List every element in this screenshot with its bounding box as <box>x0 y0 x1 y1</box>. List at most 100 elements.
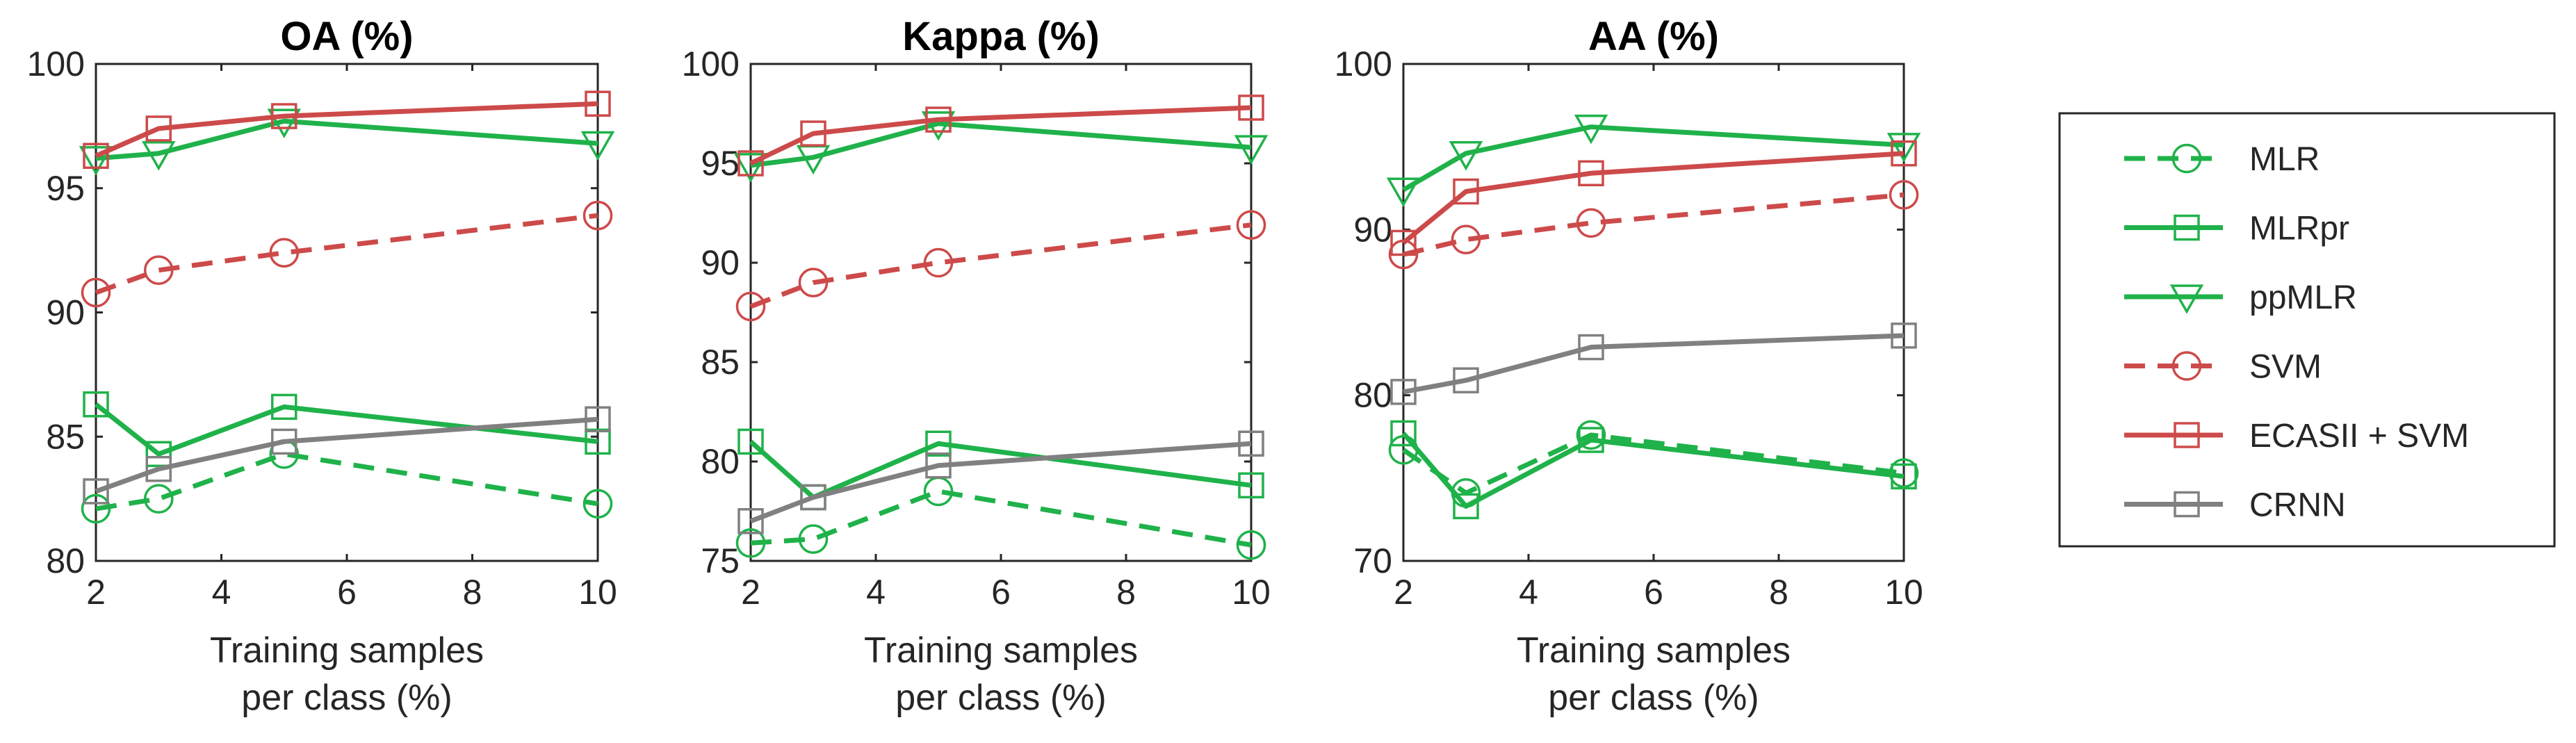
series-line <box>95 416 598 494</box>
data-point <box>267 108 302 139</box>
data-point <box>1574 114 1608 145</box>
data-point <box>1238 430 1264 457</box>
series-line <box>1401 151 1905 245</box>
legend-item-mlr: MLR <box>2124 141 2320 178</box>
legend-item-crnn: CRNN <box>2124 487 2346 524</box>
series-ecasii-svm <box>1390 140 1917 256</box>
legend-marker <box>2169 284 2204 314</box>
y-tick-label: 70 <box>1353 541 1392 580</box>
data-point <box>798 524 829 554</box>
legend-box <box>2058 112 2556 548</box>
y-tick-label: 85 <box>701 343 740 382</box>
data-point <box>1449 141 1483 171</box>
series-svm <box>735 210 1266 322</box>
x-tick-label: 8 <box>1769 573 1788 612</box>
legend-label: MLR <box>2249 141 2320 178</box>
data-point <box>79 146 113 176</box>
x-tick-label: 8 <box>1116 573 1136 612</box>
data-point <box>1453 178 1479 205</box>
legend-marker <box>2174 491 2200 518</box>
y-tick-label: 90 <box>1353 210 1392 249</box>
series-mlrpr <box>83 391 611 468</box>
x-axis-label: Training samples per class (%) <box>210 630 484 718</box>
data-point <box>1889 179 1919 210</box>
legend-label: CRNN <box>2249 487 2346 524</box>
series-line <box>1401 432 1905 509</box>
chart-title: AA (%) <box>1588 14 1719 59</box>
y-tick-label: 95 <box>46 169 85 208</box>
data-point <box>737 428 764 455</box>
data-point <box>1236 530 1266 560</box>
series-line <box>1403 333 1905 395</box>
data-point <box>1886 133 1921 163</box>
x-tick-label: 10 <box>1884 573 1923 612</box>
x-tick-label: 10 <box>1232 573 1271 612</box>
x-tick-label: 10 <box>578 573 617 612</box>
data-point <box>800 120 826 147</box>
y-tick-label: 90 <box>701 243 740 282</box>
legend-label: MLRpr <box>2249 211 2349 247</box>
series-line <box>749 105 1252 166</box>
data-point <box>271 393 297 421</box>
data-point <box>921 111 956 141</box>
legend-item-svm: SVM <box>2124 349 2322 386</box>
data-point <box>925 430 952 457</box>
y-tick-label: 100 <box>1335 44 1392 83</box>
x-tick-label: 2 <box>86 573 106 612</box>
y-tick-label: 100 <box>27 44 85 83</box>
chart-title: OA (%) <box>280 14 413 59</box>
y-tick-label: 85 <box>46 417 85 456</box>
data-point <box>737 508 764 534</box>
series-mlrpr <box>1390 420 1917 520</box>
x-tick-label: 8 <box>463 573 482 612</box>
data-point <box>1891 322 1917 349</box>
chart-title: Kappa (%) <box>902 14 1100 59</box>
series-ppmlr <box>733 111 1269 183</box>
data-point <box>145 115 172 142</box>
series-line <box>750 121 1252 168</box>
y-tick-label: 80 <box>701 442 740 481</box>
x-tick-label: 6 <box>1644 573 1663 612</box>
legend-item-ecasii-svm: ECASII + SVM <box>2124 418 2469 455</box>
x-tick-label: 2 <box>1394 573 1413 612</box>
series-line <box>94 402 598 457</box>
data-point <box>143 255 174 286</box>
data-point <box>585 90 611 117</box>
legend-label: SVM <box>2249 349 2322 386</box>
data-point <box>145 441 172 468</box>
data-point <box>1891 140 1917 167</box>
data-point <box>269 238 300 268</box>
data-point <box>1891 463 1917 490</box>
legend-marker <box>2174 422 2200 448</box>
legend-marker <box>2174 214 2200 241</box>
series-ecasii-svm <box>83 90 611 170</box>
data-point <box>580 131 615 161</box>
series-line <box>749 222 1252 309</box>
series-line <box>1403 192 1905 257</box>
data-point <box>585 406 611 432</box>
data-point <box>1234 135 1269 165</box>
data-point <box>735 291 766 322</box>
legend-label: ECASII + SVM <box>2249 418 2469 455</box>
data-point <box>81 277 111 308</box>
legend-label: ppMLR <box>2249 279 2357 316</box>
series-line <box>749 439 1252 500</box>
data-point <box>800 484 826 511</box>
y-tick-label: 95 <box>701 144 740 183</box>
legend: MLR MLRpr ppMLR SVM ECASII + SVM CRNN <box>2058 112 2556 548</box>
chart-kappa: Kappa (%) 2 4 6 8 10 75 80 85 90 95 100 Training sam… <box>682 14 1271 718</box>
data-point <box>925 452 952 479</box>
data-point <box>83 391 109 418</box>
data-point <box>271 103 297 129</box>
series-crnn <box>737 430 1264 534</box>
x-tick-label: 6 <box>991 573 1011 612</box>
series-line <box>749 441 1252 524</box>
series-line <box>95 101 598 158</box>
data-point <box>1578 427 1604 453</box>
data-point <box>1576 420 1606 450</box>
series-ppmlr <box>1386 114 1921 207</box>
data-point <box>1238 472 1264 499</box>
series-line <box>95 118 598 161</box>
data-point <box>141 141 176 171</box>
data-point <box>1453 367 1479 393</box>
